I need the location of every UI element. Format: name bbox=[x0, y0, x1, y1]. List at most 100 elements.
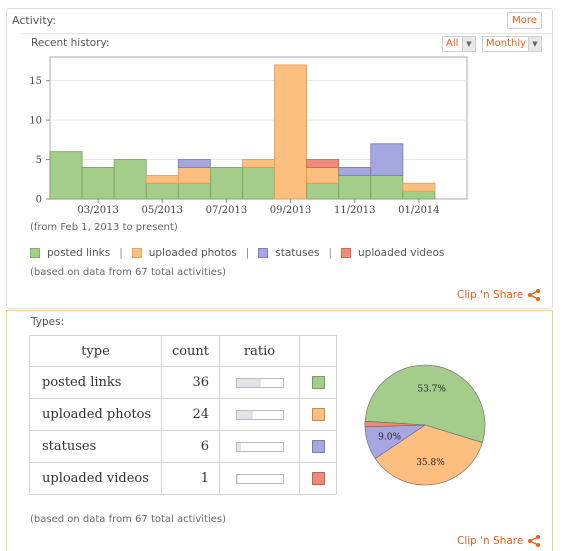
color-cell bbox=[299, 398, 337, 431]
y-tick-label: 5 bbox=[36, 155, 42, 166]
ratio-cell bbox=[219, 430, 300, 463]
chevron-down-icon: ▼ bbox=[462, 37, 475, 51]
bar-segment-statuses bbox=[338, 167, 372, 176]
ratio-bar bbox=[235, 441, 284, 452]
x-tick-label: 05/2013 bbox=[141, 205, 183, 216]
clip-share-button[interactable]: Clip 'n Share bbox=[457, 289, 541, 301]
bar-segment-statuses bbox=[177, 159, 211, 168]
color-swatch bbox=[311, 440, 325, 453]
pie-label: 53.7% bbox=[417, 384, 446, 394]
color-cell bbox=[299, 462, 337, 495]
bar-segment-posted-links bbox=[145, 182, 179, 200]
table-row: uploaded videos 1 bbox=[29, 462, 337, 495]
bar-segment-uploaded-photos bbox=[402, 182, 436, 192]
bar-segment-uploaded-photos bbox=[145, 174, 179, 184]
filter-period-select[interactable]: Monthly ▼ bbox=[482, 36, 542, 52]
bar-segment-posted-links bbox=[242, 167, 275, 200]
count-cell: 36 bbox=[161, 366, 220, 399]
type-cell: uploaded photos bbox=[29, 398, 162, 431]
legend-separator: | bbox=[328, 247, 333, 259]
count-cell: 1 bbox=[161, 462, 220, 495]
x-tick-label: 07/2013 bbox=[206, 205, 248, 216]
ratio-bar bbox=[235, 377, 284, 388]
ratio-cell bbox=[219, 398, 300, 431]
filter-type-select[interactable]: All ▼ bbox=[442, 36, 476, 52]
legend-separator: | bbox=[245, 247, 250, 259]
filter-type-value: All bbox=[446, 38, 459, 49]
bar-segment-posted-links bbox=[338, 174, 372, 200]
color-cell bbox=[299, 366, 337, 399]
table-row: uploaded photos 24 bbox=[29, 398, 337, 431]
x-tick-label: 09/2013 bbox=[270, 205, 312, 216]
filter-period-value: Monthly bbox=[486, 38, 527, 49]
type-cell: statuses bbox=[29, 430, 162, 463]
x-tick-label: 11/2013 bbox=[334, 205, 376, 216]
clip-share-label: Clip 'n Share bbox=[457, 289, 524, 301]
activity-bar-chart: 0 5 10 15 03/2013 05/2013 07/2013 09/2013 11/201… bbox=[29, 56, 468, 216]
bar-segment-posted-links bbox=[177, 182, 211, 200]
table-row: statuses 6 bbox=[29, 430, 337, 463]
y-tick-label: 0 bbox=[36, 195, 42, 206]
count-cell: 24 bbox=[161, 398, 220, 431]
types-based-on-note: (based on data from 67 total activities) bbox=[30, 514, 226, 525]
legend-swatch-uploaded-photos bbox=[131, 248, 142, 258]
bar-segment-posted-links bbox=[402, 190, 436, 200]
legend-swatch-uploaded-videos bbox=[341, 248, 352, 258]
type-cell: posted links bbox=[29, 366, 162, 399]
bar-segment-posted-links bbox=[306, 182, 340, 200]
pie-slice-posted-links bbox=[364, 364, 486, 443]
pie-slice-uploaded-photos bbox=[374, 424, 483, 486]
legend-label-statuses: statuses bbox=[275, 247, 320, 259]
ratio-cell bbox=[219, 462, 300, 495]
color-swatch bbox=[311, 408, 325, 421]
date-range-note: (from Feb 1, 2013 to present) bbox=[30, 222, 178, 233]
ratio-bar bbox=[235, 473, 284, 484]
bar-segment-uploaded-photos bbox=[177, 167, 211, 184]
bar-segment-uploaded-photos bbox=[274, 64, 308, 200]
pie-label: 9.0% bbox=[378, 432, 401, 442]
based-on-note: (based on data from 67 total activities) bbox=[30, 267, 226, 278]
color-swatch bbox=[311, 472, 325, 485]
legend-separator: | bbox=[119, 247, 123, 259]
bar-segment-posted-links bbox=[49, 151, 83, 200]
y-tick-label: 15 bbox=[29, 76, 42, 87]
bar-segment-posted-links bbox=[81, 167, 115, 200]
bar-segment-uploaded-photos bbox=[306, 167, 340, 184]
count-cell: 6 bbox=[161, 430, 220, 463]
column-header-color bbox=[299, 335, 337, 367]
x-tick-label: 03/2013 bbox=[77, 205, 119, 216]
table-row: posted links 36 bbox=[29, 366, 337, 399]
type-cell: uploaded videos bbox=[29, 462, 162, 495]
pie-slice-uploaded-videos bbox=[364, 420, 426, 428]
recent-history-label: Recent history: bbox=[31, 37, 110, 49]
table-header-row: type count ratio bbox=[29, 335, 337, 367]
types-title: Types: bbox=[31, 316, 65, 328]
bar-segment-uploaded-videos bbox=[306, 159, 340, 168]
activity-title: Activity: bbox=[12, 14, 57, 27]
ratio-bar bbox=[235, 409, 284, 420]
more-button[interactable]: More bbox=[507, 12, 542, 29]
types-clip-share-button[interactable]: Clip 'n Share bbox=[457, 535, 541, 547]
y-tick-label: 10 bbox=[29, 116, 42, 127]
chevron-down-icon: ▼ bbox=[528, 37, 541, 51]
chart-legend: posted links | uploaded photos | statuse… bbox=[30, 247, 444, 259]
color-swatch bbox=[311, 376, 325, 389]
column-header-ratio: ratio bbox=[219, 335, 300, 367]
clip-share-label: Clip 'n Share bbox=[457, 535, 524, 547]
divider bbox=[22, 33, 551, 34]
share-icon bbox=[528, 535, 541, 547]
ratio-cell bbox=[219, 366, 300, 399]
column-header-type: type bbox=[29, 335, 162, 367]
legend-swatch-posted-links bbox=[30, 248, 40, 258]
types-pie-chart: 53.7% 35.8% 9.0% bbox=[364, 364, 486, 486]
column-header-count: count bbox=[161, 335, 220, 367]
bar-segment-posted-links bbox=[209, 167, 243, 200]
x-tick-label: 01/2014 bbox=[398, 205, 440, 216]
bar-segment-posted-links bbox=[113, 159, 147, 200]
legend-swatch-statuses bbox=[258, 248, 269, 258]
legend-label-posted-links: posted links bbox=[47, 247, 111, 259]
share-icon bbox=[528, 289, 541, 301]
legend-label-uploaded-photos: uploaded photos bbox=[148, 247, 237, 259]
pie-label: 35.8% bbox=[416, 458, 445, 468]
color-cell bbox=[299, 430, 337, 463]
